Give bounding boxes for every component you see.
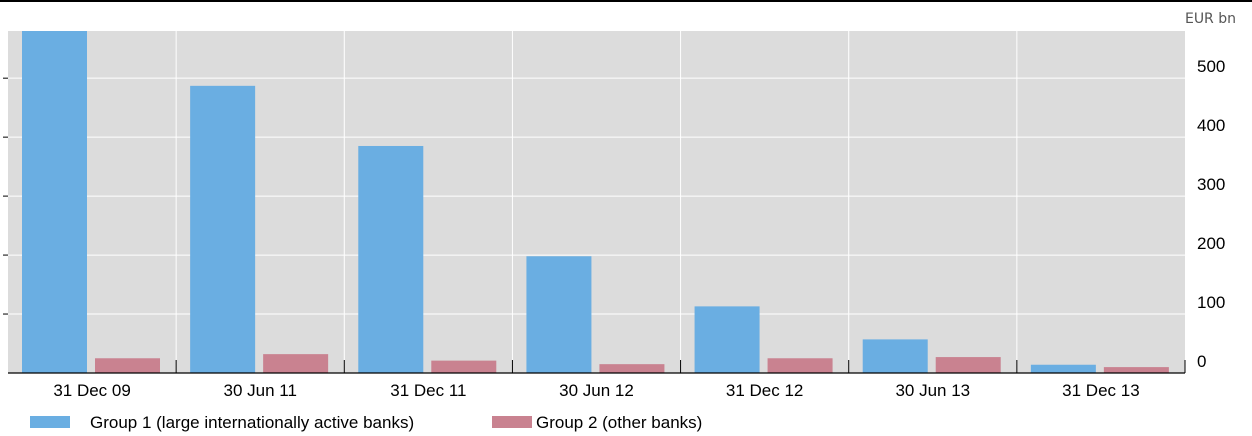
bar-group2 — [263, 354, 329, 373]
bar-group1 — [22, 31, 87, 373]
x-tick-label: 31 Dec 11 — [390, 381, 466, 400]
y-tick-label: 0 — [1197, 352, 1206, 371]
unit-label: EUR bn — [1185, 11, 1236, 27]
bar-group1 — [694, 306, 760, 373]
x-axis-labels: 31 Dec 09 30 Jun 11 31 Dec 11 30 Jun 12 31 D… — [53, 381, 1139, 400]
bar-group1 — [358, 145, 424, 373]
bar-group2 — [935, 357, 1001, 373]
axis-ticks — [3, 77, 1186, 373]
y-tick-label: 500 — [1197, 57, 1225, 76]
bar-group1 — [190, 85, 256, 374]
bar-group2 — [1103, 367, 1169, 373]
bar-group2 — [599, 364, 665, 373]
bars — [22, 31, 1169, 374]
bar-group2 — [95, 358, 160, 373]
x-tick-label: 31 Dec 13 — [1062, 381, 1140, 400]
x-tick-label: 30 Jun 11 — [224, 381, 297, 400]
plot-area — [8, 31, 1185, 373]
x-tick-label: 31 Dec 12 — [726, 381, 804, 400]
y-tick-label: 300 — [1197, 175, 1225, 194]
bar-group1 — [862, 339, 928, 373]
legend: Group 1 (large internationally active ba… — [30, 413, 702, 432]
bar-group2 — [767, 358, 833, 373]
legend-label: Group 1 (large internationally active ba… — [90, 413, 414, 432]
x-tick-label: 31 Dec 09 — [53, 381, 131, 400]
x-tick-label: 30 Jun 12 — [559, 381, 634, 400]
legend-label: Group 2 (other banks) — [536, 413, 702, 432]
bar-group1 — [1030, 364, 1096, 373]
y-axis-labels: 0 100 200 300 400 500 — [1197, 57, 1225, 371]
legend-swatch — [30, 416, 70, 428]
bar-group2 — [431, 360, 497, 373]
y-tick-label: 100 — [1197, 293, 1225, 312]
bar-group1 — [526, 256, 592, 373]
x-tick-label: 30 Jun 13 — [895, 381, 970, 400]
y-tick-label: 200 — [1197, 234, 1225, 253]
y-tick-label: 400 — [1197, 116, 1225, 135]
legend-swatch — [492, 416, 532, 428]
